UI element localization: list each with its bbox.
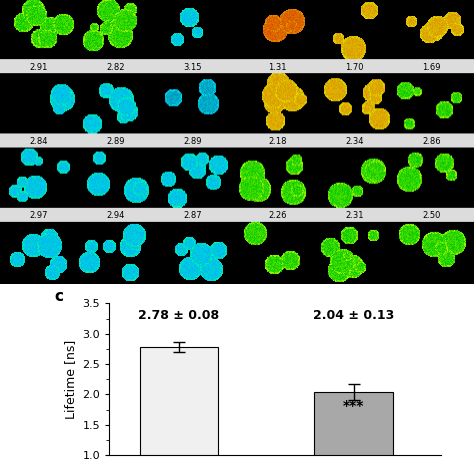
Text: 2.31: 2.31: [345, 211, 364, 220]
Text: ***: ***: [343, 399, 364, 413]
Text: 2.26: 2.26: [268, 211, 287, 220]
Text: 2.91: 2.91: [29, 63, 48, 72]
Text: 2.89: 2.89: [106, 137, 125, 146]
Text: c: c: [55, 289, 64, 304]
Text: 2.89: 2.89: [183, 137, 202, 146]
Text: 2.97: 2.97: [29, 211, 48, 220]
Text: 2.78 ± 0.08: 2.78 ± 0.08: [138, 309, 219, 322]
Bar: [139, 347, 218, 474]
Text: 2.18: 2.18: [268, 137, 287, 146]
Text: 2.94: 2.94: [106, 211, 125, 220]
Text: 2.86: 2.86: [422, 137, 441, 146]
Text: 2.04 ± 0.13: 2.04 ± 0.13: [313, 309, 394, 322]
Text: 1.31: 1.31: [268, 63, 287, 72]
Text: 2.87: 2.87: [183, 211, 202, 220]
Text: 1.69: 1.69: [422, 63, 441, 72]
Bar: [314, 392, 393, 474]
Text: 1.70: 1.70: [345, 63, 364, 72]
Y-axis label: Lifetime [ns]: Lifetime [ns]: [64, 339, 77, 419]
Text: 3.15: 3.15: [183, 63, 202, 72]
Text: 2.82: 2.82: [106, 63, 125, 72]
Text: 2.50: 2.50: [422, 211, 441, 220]
Text: 2.84: 2.84: [29, 137, 48, 146]
Text: 2.34: 2.34: [345, 137, 364, 146]
